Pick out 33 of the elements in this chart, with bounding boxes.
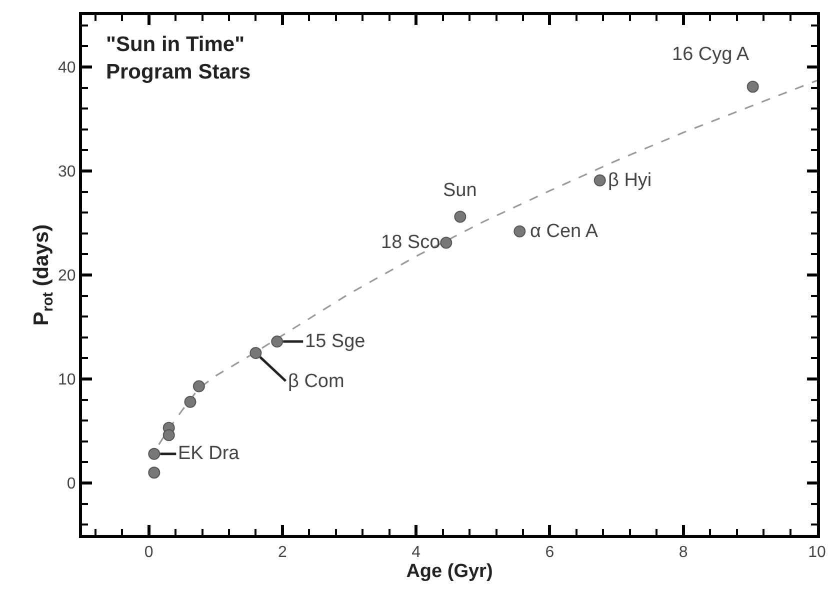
- annotation: 15 Sge: [305, 331, 366, 352]
- point: [271, 336, 284, 348]
- point: [148, 466, 160, 479]
- x-tick-label: 8: [678, 544, 688, 562]
- annotation: α Cen A: [530, 221, 598, 242]
- point: [440, 236, 452, 249]
- x-axis-title: Age (Gyr): [406, 561, 493, 582]
- y-tick-label: 10: [58, 372, 76, 389]
- text: "Sun in Time" Program Stars: [106, 33, 251, 84]
- y-tick-label: 0: [66, 476, 76, 493]
- point: [746, 80, 759, 93]
- x-tick-label: 10: [808, 544, 826, 562]
- point: [454, 210, 466, 223]
- annotation: β Hyi: [608, 170, 652, 191]
- annotation: EK Dra: [178, 443, 240, 464]
- point: [514, 225, 526, 238]
- point: [192, 380, 205, 392]
- x-tick-label: 2: [278, 544, 287, 562]
- y-tick-label: 30: [58, 164, 76, 181]
- x-tick-label: 6: [545, 544, 554, 562]
- point: [594, 174, 606, 186]
- point: [250, 347, 262, 359]
- point: [162, 429, 175, 442]
- annotation: β Com: [288, 371, 344, 392]
- x-tick-label: 4: [412, 544, 421, 562]
- x-tick-label: 0: [144, 544, 154, 562]
- point: [148, 448, 160, 460]
- y-tick-label: 40: [58, 60, 76, 77]
- point: [184, 396, 196, 408]
- y-tick-label: 20: [58, 268, 76, 285]
- annotation: 16 Cyg A: [672, 44, 750, 65]
- annotation: Sun: [443, 180, 477, 201]
- annotation: 18 Sco: [381, 232, 440, 253]
